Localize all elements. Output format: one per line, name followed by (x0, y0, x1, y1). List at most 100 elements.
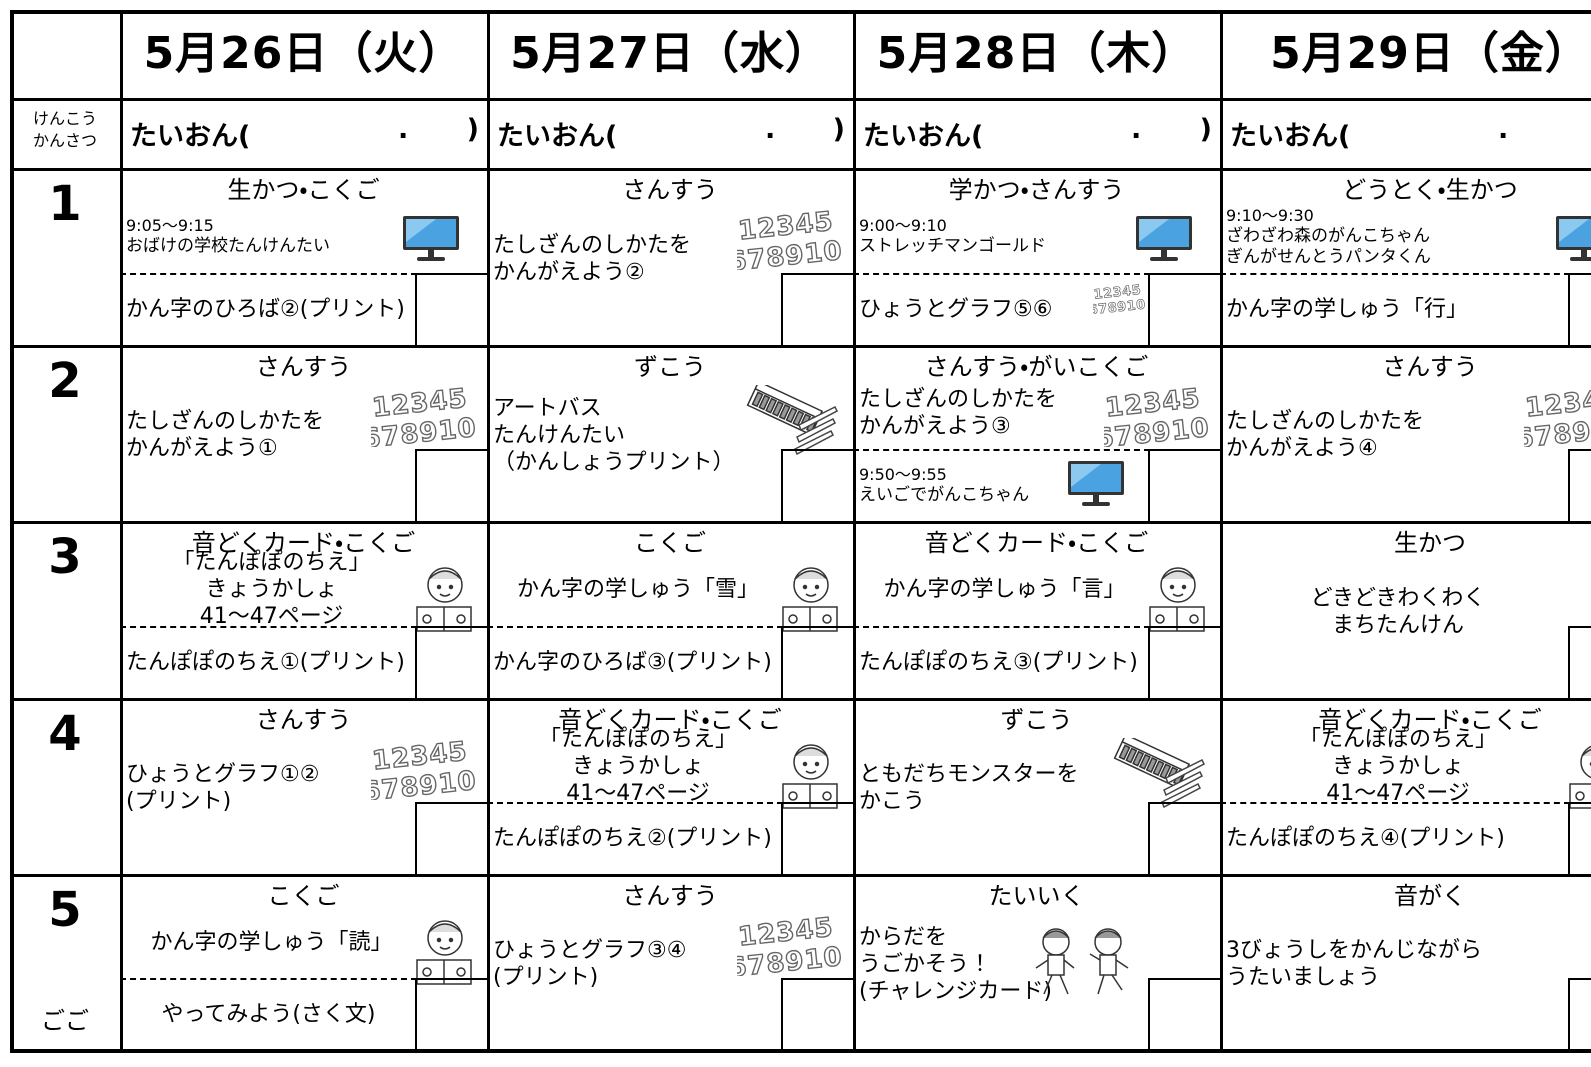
bottom-area: たんぽぽのちえ④(プリント) (1226, 804, 1564, 872)
icon-part (1559, 219, 1589, 242)
subject: 音どくカード・こくご (1318, 706, 1542, 734)
dashed-line (1220, 273, 1570, 275)
text-line: たしざんのしかたを (126, 409, 325, 434)
lesson-cell: 学かつ・さんすう 9:00〜9:10 ストレッチマンゴールド ひょうとグラフ⑤⑥ 123… (853, 168, 1223, 348)
health-line: かんさつ (32, 131, 97, 150)
icon-part (1118, 744, 1131, 761)
icon-part (1047, 954, 1065, 976)
icon-part (1094, 930, 1122, 939)
main-area: 「たんぽぽのちえ」 きょうかしょ 41〜47ページ (1226, 727, 1570, 806)
icon-part (422, 967, 432, 977)
temperature-label: たいおん( (497, 121, 618, 152)
icon-runners (1035, 928, 1129, 995)
bottom-area: たんぽぽのちえ③(プリント) (859, 628, 1144, 696)
lesson-cell: たいいく からだを うごかそう！ (チャレンジカード) (853, 874, 1223, 1053)
bottom-area: かん字の学しゅう「行」 (1226, 275, 1564, 343)
stamp-box (1148, 978, 1220, 1050)
text-line: かんがえよう② (493, 259, 645, 285)
stamp-box (781, 273, 853, 345)
corner (10, 10, 123, 101)
period-cell: 5 ごご (10, 874, 123, 1053)
icon-kid (416, 567, 472, 632)
text-line: ひょうとグラフ③④ (493, 938, 687, 963)
dashed-line (120, 273, 417, 275)
icon-monitor (403, 216, 459, 261)
temperature-label: たいおん( (1230, 121, 1351, 152)
subject: 音がく (1394, 882, 1466, 910)
number-icon-text: 678910 (1093, 297, 1147, 314)
icon-part (1125, 747, 1138, 764)
subject: さんすう・がいこくご (924, 353, 1149, 381)
icon-part (794, 405, 838, 455)
icon-part (771, 400, 784, 417)
text-block: ともだちモンスターを かこう (859, 761, 1079, 815)
lesson-cell: 音どくカード・こくご 「たんぽぽのちえ」 きょうかしょ 41〜47ページ たんぽぽのちえ… (487, 698, 856, 877)
icon-part (794, 429, 834, 455)
icon-part (1155, 614, 1165, 624)
period-label: 2 (48, 353, 82, 409)
main-area: ひょうとグラフ①② (プリント) (126, 732, 481, 844)
icon-part (822, 791, 832, 801)
text-line: かんがえよう① (126, 436, 278, 461)
main-area: ひょうとグラフ③④ (プリント) (493, 908, 847, 1020)
icon-part (1093, 495, 1099, 502)
text-line: ざわざわ森のがんこちゃん (1226, 225, 1430, 246)
stamp-box (781, 978, 853, 1050)
text-block: かん字の学しゅう「雪」 (517, 576, 759, 603)
main-area: どきどきわくわく まちたんけん (1226, 555, 1570, 668)
icon-part (1161, 250, 1167, 257)
number-icon-text: 12345 (1524, 385, 1591, 423)
text-line: まちたんけん (1331, 612, 1464, 638)
text-block: 「たんぽぽのちえ」 きょうかしょ 41〜47ページ (1299, 726, 1497, 807)
icon-part (1172, 593, 1184, 597)
day-date: 5月29日（金） (1270, 28, 1590, 79)
text-line: 41〜47ページ (1326, 780, 1470, 806)
text-block: 9:05〜9:15 おばけの学校たんけんたい (126, 216, 330, 257)
icon-part (1082, 502, 1110, 506)
stamp-box (1568, 449, 1591, 521)
text-line: かん字の学しゅう「雪」 (516, 577, 759, 602)
time: 9:10〜9:30 (1226, 205, 1314, 225)
time: 9:00〜9:10 (859, 216, 947, 235)
text-line: (プリント) (126, 789, 232, 814)
lesson-cell: さんすう たしざんのしかたを かんがえよう② 12345 678910 (487, 168, 856, 348)
icon-part (1575, 791, 1585, 801)
icon-part (1181, 584, 1187, 590)
main-area: 「たんぽぽのちえ」 きょうかしょ 41〜47ページ (493, 727, 783, 806)
lesson-cell: さんすう ひょうとグラフ③④ (プリント) 12345 678910 (487, 874, 856, 1053)
text-line: かん字の学しゅう「行」 (1226, 296, 1469, 322)
icon-part (1121, 741, 1186, 773)
main-area: アートバス たんけんたい （かんしょうプリント） (493, 379, 847, 491)
text-line: アートバス (493, 395, 602, 421)
icon-part (782, 567, 838, 632)
main-area: たしざんのしかたを かんがえよう① (126, 379, 481, 491)
icon-part (794, 570, 828, 580)
text-block: 「たんぽぽのちえ」 きょうかしょ 41〜47ページ (539, 726, 737, 807)
temperature-dot: . (1131, 114, 1142, 145)
temperature-cell: たいおん(.) (853, 98, 1223, 171)
text-line: えいごでがんこちゃん (859, 484, 1030, 505)
icon-kid (416, 920, 472, 985)
health-label: けんこう かんさつ (10, 108, 120, 152)
icon-part (1189, 614, 1199, 624)
icon-part (1150, 257, 1178, 261)
stamp-box (1568, 802, 1591, 874)
text-line: （かんしょうプリント） (493, 449, 735, 475)
icon-abacus (746, 385, 838, 455)
dashed-line (853, 626, 1150, 628)
icon-part (1163, 770, 1203, 797)
main-area: ともだちモンスターを かこう (859, 732, 1214, 844)
period-cell: 1 (10, 168, 123, 348)
icon-kid (1149, 567, 1205, 632)
stamp-box (1148, 626, 1220, 698)
text-line: かこう (859, 789, 926, 814)
subject: どうとく・生かつ (1342, 176, 1518, 204)
icon-part (448, 584, 454, 590)
bottom-area: 9:50〜9:55 えいごでがんこちゃん (859, 451, 1144, 519)
icon-part (1161, 570, 1195, 580)
bottom-area: やってみよう(さく文) (126, 980, 411, 1048)
text-block: どきどきわくわく まちたんけん (1311, 585, 1486, 639)
subject: 音どくカード・こくご (558, 706, 782, 734)
subject: さんすう (622, 176, 718, 204)
text-block: たしざんのしかたを かんがえよう③ (859, 386, 1057, 440)
